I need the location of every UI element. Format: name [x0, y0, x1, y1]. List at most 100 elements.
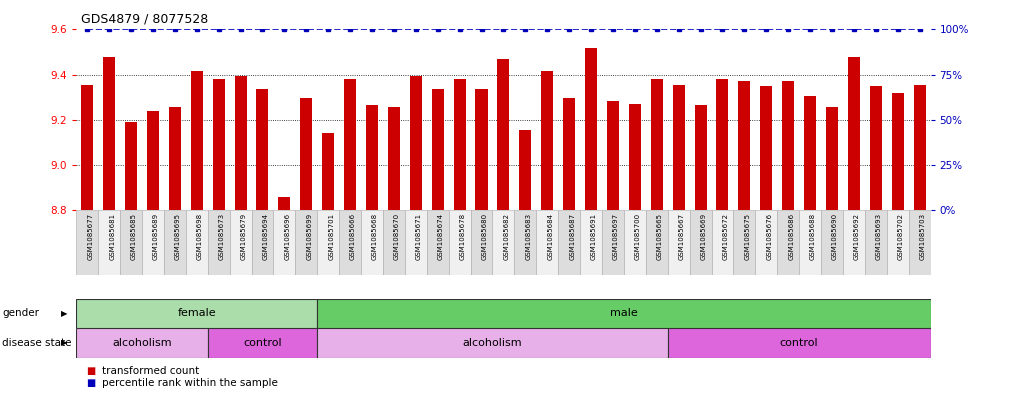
Bar: [251, 210, 274, 275]
Bar: [672, 85, 684, 210]
Bar: [733, 210, 756, 275]
Bar: [821, 210, 843, 275]
Bar: [317, 210, 339, 275]
Bar: [120, 210, 142, 275]
Text: GSM1085673: GSM1085673: [219, 213, 225, 260]
Bar: [716, 79, 728, 210]
Text: GSM1085680: GSM1085680: [481, 213, 487, 260]
Text: control: control: [780, 338, 819, 348]
Bar: [668, 210, 690, 275]
Bar: [76, 299, 317, 328]
Bar: [76, 328, 207, 358]
Bar: [826, 107, 838, 210]
Text: GSM1085678: GSM1085678: [460, 213, 466, 260]
Text: GSM1085700: GSM1085700: [635, 213, 641, 260]
Bar: [629, 104, 641, 210]
Bar: [186, 210, 207, 275]
Bar: [515, 210, 536, 275]
Bar: [563, 98, 576, 210]
Bar: [317, 299, 931, 328]
Bar: [870, 86, 882, 210]
Text: male: male: [610, 309, 638, 318]
Bar: [651, 79, 663, 210]
Text: GSM1085667: GSM1085667: [678, 213, 684, 260]
Text: control: control: [243, 338, 282, 348]
Bar: [471, 210, 492, 275]
Bar: [761, 86, 772, 210]
Bar: [695, 105, 707, 210]
Text: ▶: ▶: [61, 338, 67, 347]
Bar: [580, 210, 602, 275]
Text: GSM1085689: GSM1085689: [153, 213, 159, 260]
Bar: [295, 210, 317, 275]
Bar: [427, 210, 448, 275]
Text: GSM1085666: GSM1085666: [350, 213, 356, 260]
Text: GSM1085670: GSM1085670: [394, 213, 400, 260]
Text: GSM1085685: GSM1085685: [131, 213, 137, 260]
Bar: [668, 328, 931, 358]
Text: GSM1085686: GSM1085686: [788, 213, 794, 260]
Text: GSM1085688: GSM1085688: [811, 213, 816, 260]
Bar: [843, 210, 864, 275]
Text: GSM1085687: GSM1085687: [570, 213, 576, 260]
Bar: [164, 210, 186, 275]
Bar: [497, 59, 510, 210]
Bar: [520, 130, 531, 210]
Bar: [892, 93, 904, 210]
Text: GSM1085683: GSM1085683: [526, 213, 531, 260]
Text: percentile rank within the sample: percentile rank within the sample: [102, 378, 278, 388]
Bar: [799, 210, 821, 275]
Bar: [602, 210, 623, 275]
Bar: [169, 107, 181, 210]
Text: alcoholism: alcoholism: [463, 338, 523, 348]
Bar: [103, 57, 115, 210]
Text: GSM1085694: GSM1085694: [262, 213, 268, 260]
Bar: [712, 210, 733, 275]
Text: GSM1085676: GSM1085676: [766, 213, 772, 260]
Text: GSM1085701: GSM1085701: [328, 213, 335, 260]
Text: GSM1085668: GSM1085668: [372, 213, 378, 260]
Bar: [125, 122, 137, 210]
Bar: [848, 57, 860, 210]
Bar: [536, 210, 558, 275]
Text: GSM1085696: GSM1085696: [285, 213, 291, 260]
Text: GSM1085684: GSM1085684: [547, 213, 553, 260]
Text: GDS4879 / 8077528: GDS4879 / 8077528: [81, 13, 208, 26]
Bar: [361, 210, 383, 275]
Text: alcoholism: alcoholism: [112, 338, 172, 348]
Text: GSM1085675: GSM1085675: [744, 213, 751, 260]
Bar: [213, 79, 225, 210]
Bar: [230, 210, 251, 275]
Bar: [405, 210, 427, 275]
Text: transformed count: transformed count: [102, 366, 199, 376]
Text: GSM1085698: GSM1085698: [196, 213, 202, 260]
Text: ▶: ▶: [61, 309, 67, 318]
Text: GSM1085691: GSM1085691: [591, 213, 597, 260]
Text: GSM1085702: GSM1085702: [898, 213, 904, 260]
Bar: [207, 210, 230, 275]
Bar: [777, 210, 799, 275]
Bar: [646, 210, 668, 275]
Bar: [908, 210, 931, 275]
Text: GSM1085692: GSM1085692: [854, 213, 860, 260]
Bar: [448, 210, 471, 275]
Bar: [344, 79, 356, 210]
Bar: [623, 210, 646, 275]
Bar: [738, 81, 751, 210]
Bar: [207, 328, 317, 358]
Bar: [235, 76, 246, 210]
Bar: [317, 328, 668, 358]
Bar: [431, 89, 443, 210]
Bar: [913, 85, 925, 210]
Bar: [279, 197, 291, 210]
Bar: [366, 105, 378, 210]
Bar: [146, 111, 159, 210]
Text: GSM1085695: GSM1085695: [175, 213, 181, 260]
Bar: [607, 101, 619, 210]
Text: GSM1085693: GSM1085693: [876, 213, 882, 260]
Text: GSM1085699: GSM1085699: [306, 213, 312, 260]
Bar: [322, 133, 335, 210]
Text: female: female: [177, 309, 216, 318]
Text: GSM1085681: GSM1085681: [109, 213, 115, 260]
Text: GSM1085697: GSM1085697: [613, 213, 619, 260]
